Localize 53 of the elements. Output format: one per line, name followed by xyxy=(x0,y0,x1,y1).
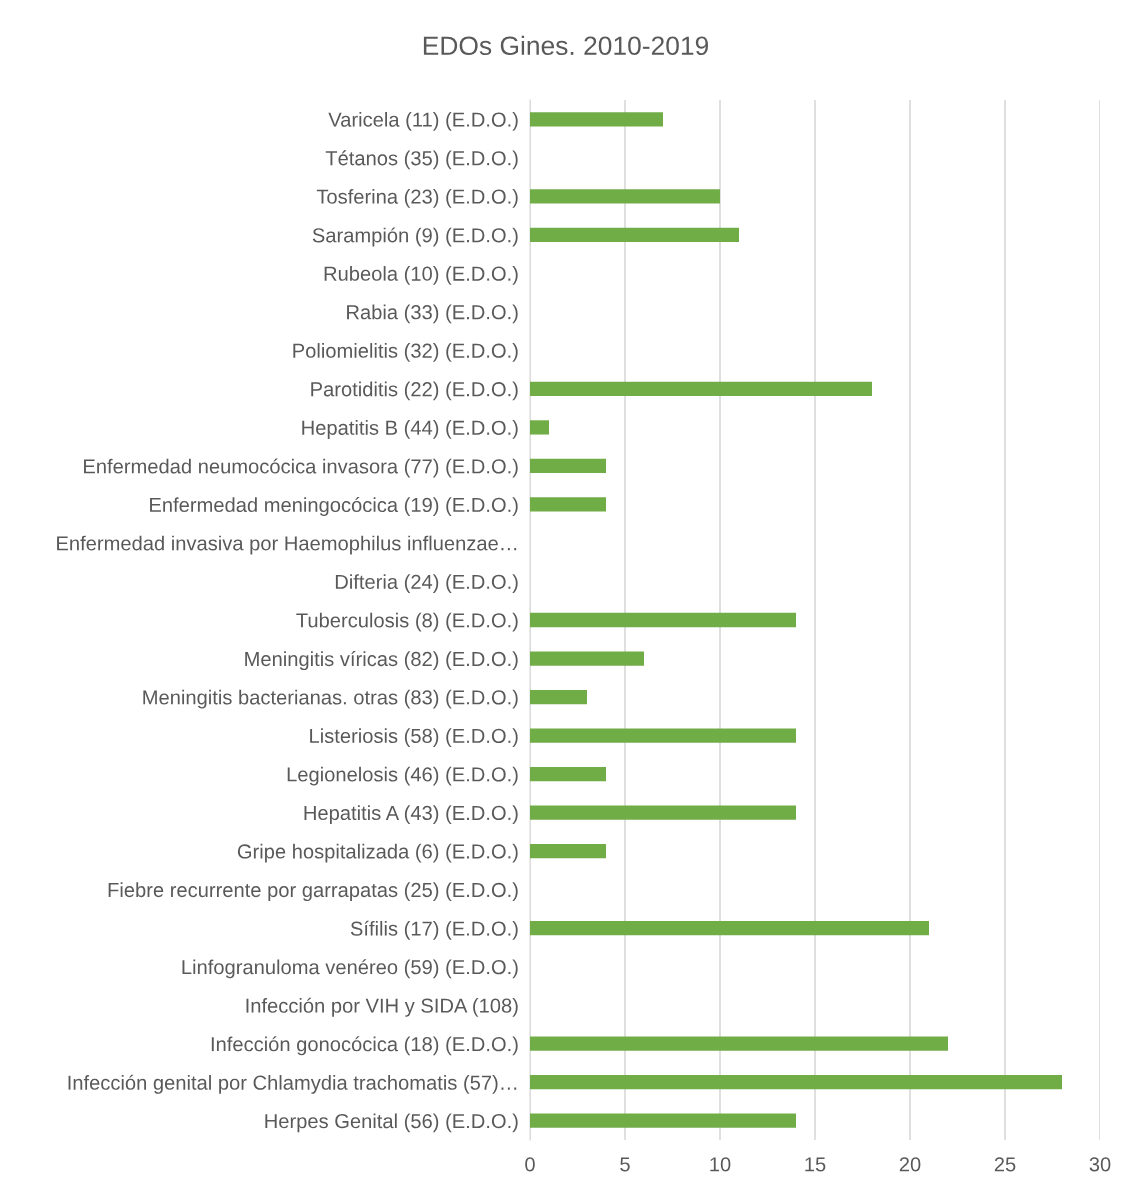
bar xyxy=(530,112,663,127)
y-tick-label: Difteria (24) (E.D.O.) xyxy=(335,574,518,593)
bar xyxy=(530,689,587,705)
bar xyxy=(530,227,739,242)
x-tick-label: 30 xyxy=(1089,1157,1111,1172)
y-tick-label: Enfermedad meningocócica (19) (E.D.O.) xyxy=(150,497,518,517)
x-tick-label: 5 xyxy=(620,1157,630,1172)
x-tick-label: 0 xyxy=(525,1157,535,1172)
x-tick-label: 10 xyxy=(710,1157,731,1172)
y-tick-label: Meningitis víricas (82) (E.D.O.) xyxy=(245,651,518,671)
x-tick-label: 20 xyxy=(899,1157,921,1172)
bar xyxy=(530,1075,1062,1090)
bar xyxy=(530,381,872,397)
x-tick-label: 25 xyxy=(994,1157,1016,1172)
y-tick-label: Herpes Genital (56) (E.D.O.) xyxy=(265,1113,518,1133)
y-tick-label: Tosferina (23) (E.D.O.) xyxy=(316,189,518,208)
bar xyxy=(530,766,606,782)
y-tick-label: Enfermedad neumocócica invasora (77) (E.D.O.) xyxy=(84,458,518,478)
bar xyxy=(530,728,796,743)
bar xyxy=(530,651,644,666)
y-tick-label: Meningitis bacterianas. otras (83) (E.D.O.) xyxy=(143,689,518,709)
bar xyxy=(530,843,606,859)
y-tick-label: Hepatitis B (44) (E.D.O.) xyxy=(302,420,518,439)
y-tick-label: Listeriosis (58) (E.D.O.) xyxy=(310,728,518,748)
bar xyxy=(530,612,796,628)
bar xyxy=(530,458,606,474)
y-tick-label: Sífilis (17) (E.D.O.) xyxy=(350,920,518,940)
y-tick-label: Infección genital por Chlamydia trachomatis (57)… xyxy=(68,1074,517,1094)
y-tick-label: Parotiditis (22) (E.D.O.) xyxy=(311,381,518,401)
bar xyxy=(530,420,549,435)
y-tick-label: Rubeola (10) (E.D.O.) xyxy=(324,266,518,285)
y-tick-label: Legionelosis (46) (E.D.O.) xyxy=(287,766,518,786)
bar xyxy=(530,189,720,204)
bar xyxy=(530,497,606,512)
y-tick-label: Hepatitis A (43) (E.D.O.) xyxy=(304,805,518,825)
y-tick-label: Fiebre recurrente por garrapatas (25) (E.D.O.) xyxy=(108,882,518,902)
y-tick-label: Rabia (33) (E.D.O.) xyxy=(347,304,518,324)
bar xyxy=(530,921,929,936)
y-tick-label: Gripe hospitalizada (6) (E.D.O.) xyxy=(237,843,518,863)
bar xyxy=(530,1113,796,1128)
bar xyxy=(530,805,796,820)
y-tick-label: Infección gonocócica (18) (E.D.O.) xyxy=(211,1036,518,1056)
y-tick-label: Tétanos (35) (E.D.O.) xyxy=(325,150,518,170)
x-tick-label: 15 xyxy=(805,1157,826,1172)
y-tick-label: Poliomielitis (32) (E.D.O.) xyxy=(293,343,518,362)
chart-title: EDOs Gines. 2010-2019 xyxy=(423,35,709,56)
y-tick-label: Sarampión (9) (E.D.O.) xyxy=(312,227,518,247)
bar xyxy=(530,1036,948,1051)
y-tick-label: Varicela (11) (E.D.O.) xyxy=(328,111,518,131)
y-tick-label: Infección por VIH y SIDA (108) xyxy=(246,997,518,1017)
y-tick-label: Tuberculosis (8) (E.D.O.) xyxy=(296,612,518,632)
y-tick-label: Linfogranuloma venéreo (59) (E.D.O.) xyxy=(182,959,518,979)
y-tick-label: Enfermedad invasiva por Haemophilus influenzae… xyxy=(57,535,517,555)
